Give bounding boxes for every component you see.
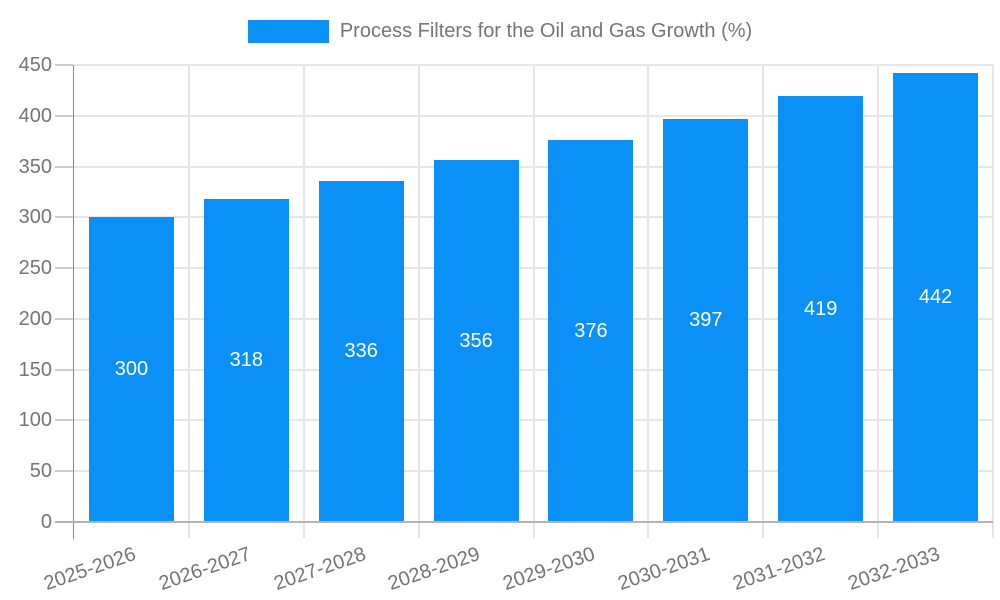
gridline-v (532, 65, 535, 538)
y-axis-tick (55, 419, 73, 422)
y-axis-label: 150 (18, 358, 52, 381)
bar-value-label: 318 (229, 349, 263, 372)
bar-value-label: 442 (918, 286, 953, 309)
y-axis-label: 100 (18, 409, 52, 432)
bar-value-label: 336 (344, 339, 378, 362)
bar-value-label: 397 (689, 308, 723, 331)
y-axis-label: 350 (18, 155, 52, 178)
gridline-v (877, 65, 880, 538)
x-axis-label: 2031-2032 (730, 543, 828, 595)
y-axis-tick (55, 216, 73, 219)
gridline-v (187, 65, 190, 538)
gridline-v (647, 65, 650, 538)
bar[interactable]: 336 (318, 180, 404, 522)
bar[interactable]: 419 (778, 96, 864, 522)
y-axis-label: 450 (18, 54, 52, 76)
y-axis-label: 250 (18, 257, 52, 280)
legend-label[interactable]: Process Filters for the Oil and Gas Grow… (339, 20, 753, 42)
bar-value-label: 300 (114, 358, 149, 381)
bar-value-label: 376 (574, 319, 608, 342)
y-axis-label: 200 (18, 307, 52, 330)
x-axis-label: 2032-2033 (845, 543, 943, 595)
y-axis-tick (55, 114, 73, 117)
bar-value-label: 419 (804, 297, 838, 320)
y-axis-label: 300 (18, 206, 52, 229)
plot-area: 300 318 336 356 376 397 419 442 (74, 64, 994, 538)
gridline-v (417, 65, 420, 538)
legend-swatch[interactable] (247, 20, 329, 43)
bar[interactable]: 397 (663, 118, 749, 522)
x-axis-label: 2026-2027 (155, 543, 254, 595)
x-axis-label: 2029-2030 (500, 543, 599, 595)
bar[interactable]: 442 (893, 73, 979, 522)
y-axis-label: 0 (40, 511, 52, 533)
gridline-v (762, 65, 765, 538)
y-axis-tick (55, 267, 73, 270)
x-axis-label: 2025-2026 (40, 543, 139, 595)
gridline-v (302, 65, 305, 538)
bar[interactable]: 318 (203, 199, 289, 522)
bar[interactable]: 300 (88, 217, 174, 522)
gridline-v (992, 65, 994, 538)
y-axis-tick (55, 64, 73, 66)
y-axis-tick (55, 317, 73, 320)
y-axis-tick (55, 165, 73, 168)
y-axis-tick (55, 470, 73, 473)
x-axis-label: 2028-2029 (385, 543, 484, 595)
y-axis-line (72, 65, 74, 539)
y-axis-label: 400 (18, 104, 52, 127)
x-axis-baseline (55, 521, 993, 523)
x-axis-label: 2030-2031 (615, 543, 713, 595)
legend: Process Filters for the Oil and Gas Grow… (0, 20, 1000, 43)
x-axis-label: 2027-2028 (270, 543, 369, 595)
y-axis-label: 50 (29, 460, 52, 483)
bar[interactable]: 356 (433, 160, 519, 522)
y-axis-tick (55, 368, 73, 371)
bar[interactable]: 376 (548, 140, 634, 522)
bar-value-label: 356 (459, 329, 493, 352)
